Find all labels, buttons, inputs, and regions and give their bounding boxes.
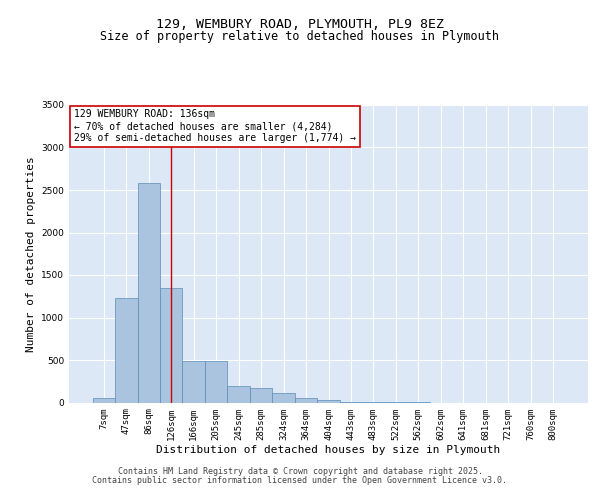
Bar [295,398,317,402]
Bar [250,388,272,402]
Text: Contains public sector information licensed under the Open Government Licence v3: Contains public sector information licen… [92,476,508,485]
Y-axis label: Number of detached properties: Number of detached properties [26,156,35,352]
Bar [182,361,205,403]
Bar [160,288,182,403]
Text: Contains HM Land Registry data © Crown copyright and database right 2025.: Contains HM Land Registry data © Crown c… [118,467,482,476]
Text: 129 WEMBURY ROAD: 136sqm
← 70% of detached houses are smaller (4,284)
29% of sem: 129 WEMBURY ROAD: 136sqm ← 70% of detach… [74,110,356,142]
Bar [227,386,250,402]
Bar [317,400,340,402]
Bar [272,393,295,402]
Bar [137,183,160,402]
Bar [205,361,227,403]
X-axis label: Distribution of detached houses by size in Plymouth: Distribution of detached houses by size … [157,445,500,455]
Text: Size of property relative to detached houses in Plymouth: Size of property relative to detached ho… [101,30,499,43]
Text: 129, WEMBURY ROAD, PLYMOUTH, PL9 8EZ: 129, WEMBURY ROAD, PLYMOUTH, PL9 8EZ [156,18,444,30]
Bar [115,298,137,403]
Bar [92,398,115,402]
